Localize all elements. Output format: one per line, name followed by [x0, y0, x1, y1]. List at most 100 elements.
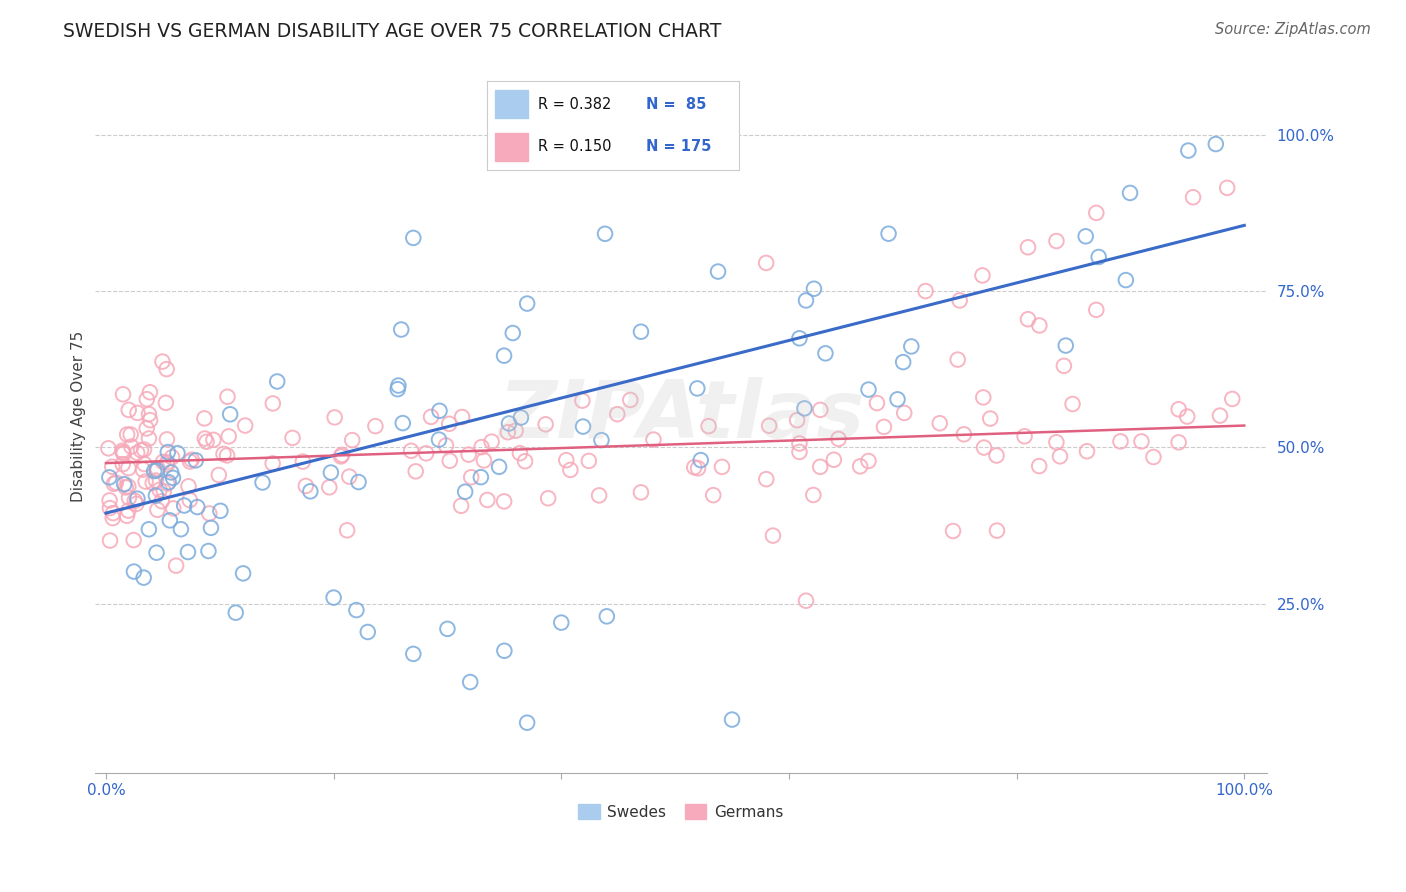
- Point: [387, 382, 409, 396]
- Point: [337, 469, 360, 483]
- Point: [127, 491, 149, 506]
- Point: [262, 457, 284, 471]
- Point: [291, 454, 314, 468]
- Point: [973, 441, 995, 455]
- Point: [177, 545, 200, 559]
- Point: [436, 622, 458, 636]
- Point: [893, 406, 915, 420]
- Point: [153, 484, 176, 499]
- Point: [103, 476, 125, 491]
- Point: [120, 427, 142, 442]
- Point: [160, 466, 183, 480]
- Point: [184, 453, 207, 467]
- Point: [1053, 359, 1076, 373]
- Point: [803, 282, 825, 296]
- Point: [98, 533, 121, 548]
- Point: [98, 501, 121, 516]
- Point: [1062, 397, 1084, 411]
- Point: [949, 293, 972, 308]
- Point: [323, 410, 346, 425]
- Point: [1045, 435, 1067, 450]
- Point: [165, 558, 187, 573]
- Point: [488, 459, 510, 474]
- Point: [946, 352, 969, 367]
- Point: [391, 416, 413, 430]
- Point: [1216, 181, 1239, 195]
- Point: [118, 403, 141, 417]
- Point: [494, 349, 516, 363]
- Point: [166, 446, 188, 460]
- Point: [146, 463, 169, 477]
- Point: [1119, 186, 1142, 200]
- Point: [330, 450, 353, 464]
- Point: [516, 715, 538, 730]
- Point: [98, 470, 121, 484]
- Point: [823, 452, 845, 467]
- Text: SWEDISH VS GERMAN DISABILITY AGE OVER 75 CORRELATION CHART: SWEDISH VS GERMAN DISABILITY AGE OVER 75…: [63, 22, 721, 41]
- Point: [498, 417, 520, 431]
- Point: [643, 433, 665, 447]
- Point: [707, 264, 730, 278]
- Point: [471, 440, 494, 454]
- Point: [427, 433, 450, 447]
- Point: [953, 427, 976, 442]
- Point: [156, 362, 179, 376]
- Point: [1220, 392, 1243, 406]
- Point: [572, 419, 595, 434]
- Point: [152, 455, 174, 469]
- Point: [232, 566, 254, 581]
- Point: [135, 392, 157, 407]
- Point: [98, 493, 121, 508]
- Point: [891, 355, 914, 369]
- Point: [179, 493, 201, 508]
- Point: [1130, 434, 1153, 449]
- Point: [1142, 450, 1164, 464]
- Point: [138, 522, 160, 536]
- Point: [571, 393, 593, 408]
- Text: ZIPAtlas: ZIPAtlas: [498, 377, 863, 455]
- Point: [150, 494, 173, 508]
- Point: [262, 396, 284, 410]
- Point: [758, 418, 780, 433]
- Point: [686, 381, 709, 395]
- Point: [808, 459, 831, 474]
- Point: [555, 453, 578, 467]
- Point: [596, 609, 619, 624]
- Point: [537, 491, 560, 506]
- Point: [450, 499, 472, 513]
- Point: [149, 483, 172, 497]
- Point: [357, 625, 380, 640]
- Point: [197, 544, 219, 558]
- Point: [225, 606, 247, 620]
- Point: [986, 449, 1008, 463]
- Point: [364, 419, 387, 434]
- Point: [1115, 273, 1137, 287]
- Point: [104, 475, 127, 490]
- Point: [127, 446, 149, 460]
- Point: [129, 443, 152, 458]
- Point: [755, 256, 778, 270]
- Point: [132, 462, 155, 476]
- Point: [420, 409, 443, 424]
- Point: [330, 448, 353, 462]
- Point: [342, 433, 364, 447]
- Point: [1167, 435, 1189, 450]
- Point: [162, 471, 184, 485]
- Point: [160, 450, 183, 465]
- Point: [127, 406, 149, 420]
- Point: [138, 407, 160, 421]
- Point: [550, 615, 572, 630]
- Point: [1014, 429, 1036, 443]
- Point: [177, 479, 200, 493]
- Point: [1085, 206, 1108, 220]
- Point: [801, 488, 824, 502]
- Point: [193, 411, 215, 425]
- Point: [155, 396, 177, 410]
- Point: [389, 322, 412, 336]
- Point: [972, 391, 994, 405]
- Point: [138, 432, 160, 446]
- Point: [702, 488, 724, 502]
- Point: [516, 296, 538, 310]
- Point: [858, 383, 880, 397]
- Point: [125, 497, 148, 511]
